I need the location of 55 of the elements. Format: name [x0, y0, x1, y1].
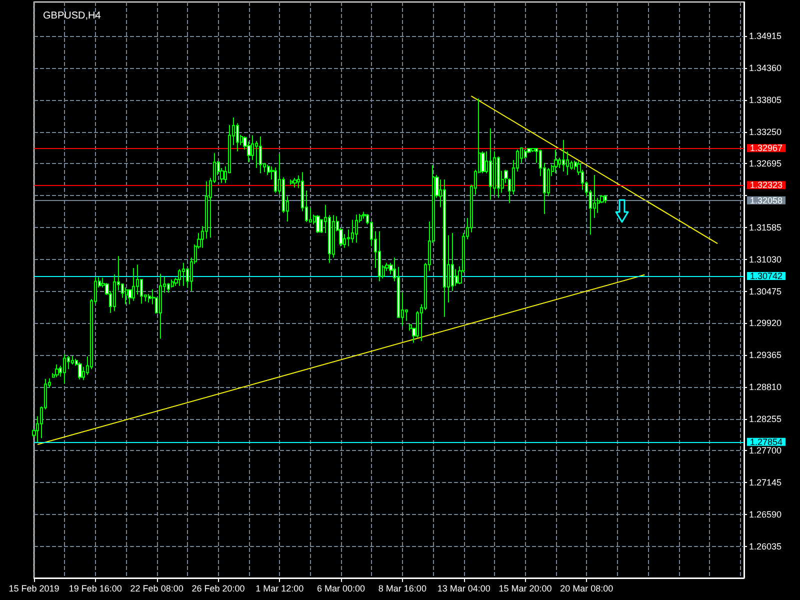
candlestick [443, 179, 446, 318]
x-tick-label: 1 Mar 12:00 [256, 584, 304, 594]
y-tick-label: 1.30475 [749, 286, 782, 296]
candlestick [159, 273, 162, 340]
candlestick [78, 362, 82, 380]
candlestick [293, 177, 297, 188]
ref-line-label: 1.32967 [750, 143, 783, 154]
candlestick [132, 268, 135, 302]
candlestick [125, 287, 128, 305]
candlestick [355, 214, 358, 244]
x-tick-label: 13 Mar 04:00 [437, 584, 490, 594]
ref-line-label: 1.32058 [750, 195, 783, 206]
y-tick-label: 1.29365 [749, 350, 782, 360]
y-tick-label: 1.31585 [749, 222, 782, 233]
text: GBPUSD,H4 [43, 10, 102, 22]
y-tick-label: 1.26035 [749, 541, 782, 552]
ref-line-label: 1.30742 [750, 270, 783, 281]
y-tick-label: 1.32695 [749, 158, 782, 169]
x-tick-label: 6 Mar 00:00 [317, 584, 366, 594]
y-tick-label: 1.28255 [749, 414, 782, 424]
candlestick [562, 139, 565, 172]
x-tick-label: 22 Feb 08:00 [130, 584, 184, 594]
candlestick [554, 149, 558, 174]
candlestick [489, 128, 492, 200]
y-tick-label: 1.26590 [749, 510, 782, 520]
x-tick-label: 15 Mar 20:00 [498, 584, 552, 594]
candlestick [316, 214, 320, 234]
candlestick [267, 164, 270, 176]
x-tick-label: 8 Mar 16:00 [378, 584, 426, 594]
x-tick-label: 20 Mar 08:00 [560, 584, 614, 594]
y-tick-label: 1.27145 [749, 478, 782, 488]
candlestick [378, 230, 381, 282]
x-tick-label: 15 Feb 2019 [8, 584, 60, 594]
candlestick [259, 136, 262, 174]
y-tick-label: 1.33805 [749, 94, 782, 105]
candlestick [171, 279, 174, 288]
candlestick [290, 179, 293, 186]
candlestick [604, 194, 607, 204]
y-tick-label: 1.29920 [749, 318, 782, 328]
candlestick [148, 293, 151, 303]
y-tick-label: 1.34915 [749, 31, 782, 42]
y-tick-label: 1.33250 [749, 126, 782, 137]
ref-line-label: 1.27854 [750, 436, 783, 447]
candlestick [63, 354, 66, 384]
x-tick-label: 26 Feb 20:00 [192, 584, 245, 594]
y-tick-label: 1.31030 [749, 254, 782, 264]
y-tick-label: 1.28810 [749, 382, 782, 392]
x-tick-label: 19 Feb 16:00 [68, 584, 122, 594]
candlestick [55, 364, 59, 378]
candlestick [524, 149, 527, 159]
y-tick-label: 1.34360 [749, 63, 782, 74]
candlestick [71, 355, 74, 366]
y-tick-label: 1.27700 [749, 446, 782, 456]
ref-line-label: 1.32323 [750, 180, 783, 190]
candlestick [182, 262, 185, 286]
